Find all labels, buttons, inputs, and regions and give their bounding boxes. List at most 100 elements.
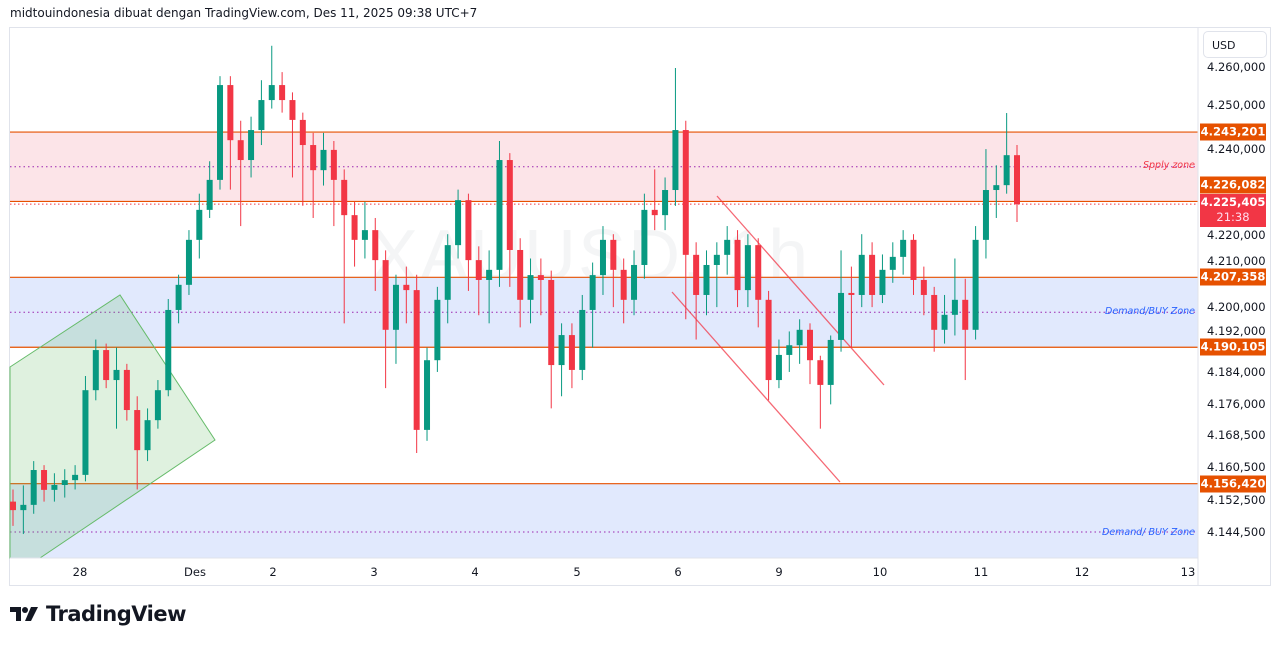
candle xyxy=(962,278,969,381)
candle-body xyxy=(465,200,472,261)
candle-body xyxy=(444,245,451,300)
candle xyxy=(558,323,565,397)
candle-body xyxy=(330,149,337,180)
candle-body xyxy=(982,190,989,240)
candle-body xyxy=(672,130,679,191)
candles-layer xyxy=(10,45,1020,535)
price-tick-label: 4.144,500 xyxy=(1207,525,1266,539)
candle-body xyxy=(910,239,917,280)
candle-body xyxy=(434,299,441,361)
candle xyxy=(165,299,172,397)
candle-body xyxy=(486,269,493,280)
price-tick-label: 4.210,000 xyxy=(1207,253,1266,268)
candle xyxy=(744,234,751,308)
time-label: 6 xyxy=(674,565,682,579)
candle xyxy=(51,473,58,502)
candle xyxy=(537,258,544,316)
candle xyxy=(982,149,989,259)
candle-body xyxy=(993,185,1000,191)
candle-body xyxy=(817,360,824,385)
candle xyxy=(910,234,917,295)
candle xyxy=(82,376,89,482)
candle-body xyxy=(382,260,389,330)
candle-body xyxy=(237,140,244,161)
tradingview-logo[interactable]: TradingView xyxy=(10,602,186,626)
candle xyxy=(299,112,306,206)
candle xyxy=(599,226,606,295)
time-label: 3 xyxy=(370,565,378,579)
candle-body xyxy=(144,420,151,451)
candle-body xyxy=(641,209,648,265)
time-label: 9 xyxy=(775,565,783,579)
candle xyxy=(465,193,472,291)
candle xyxy=(548,270,555,409)
candle-body xyxy=(806,329,813,361)
candle-body xyxy=(351,215,358,240)
candle xyxy=(786,331,793,372)
candle xyxy=(589,262,596,348)
candle xyxy=(879,254,886,304)
candle xyxy=(858,234,865,308)
candle xyxy=(506,153,513,287)
candle-body xyxy=(962,299,969,330)
candle-body xyxy=(848,292,855,295)
candle xyxy=(268,45,275,109)
candle xyxy=(30,461,37,514)
candle xyxy=(610,234,617,308)
candle xyxy=(486,250,493,324)
candle xyxy=(61,469,68,498)
price-tick-label: 4.184,000 xyxy=(1207,364,1266,379)
candle xyxy=(134,396,141,490)
candle xyxy=(10,489,16,526)
candle xyxy=(838,250,845,352)
time-label: 5 xyxy=(573,565,581,579)
candle-body xyxy=(196,209,203,240)
candle-body xyxy=(41,470,48,490)
supply-zone-label: Spply zone xyxy=(1142,160,1195,171)
candle xyxy=(424,347,431,441)
time-label: Des xyxy=(184,565,206,579)
candle xyxy=(931,286,938,352)
demand-zone-2-label: Demand/ BUY Zone xyxy=(1102,527,1195,538)
price-tick-label: 4.152,500 xyxy=(1207,493,1266,508)
candle xyxy=(568,323,575,389)
triangle-pattern-drawing[interactable] xyxy=(9,294,216,559)
channel-upper-trendline[interactable] xyxy=(716,195,885,386)
currency-button[interactable]: USD xyxy=(1203,31,1267,58)
candle xyxy=(123,363,130,421)
candle xyxy=(361,201,368,259)
candle-body xyxy=(496,160,503,270)
time-label: 2 xyxy=(269,565,277,579)
candle xyxy=(941,294,948,344)
candle xyxy=(351,201,358,267)
candle-body xyxy=(134,410,141,451)
candle-body xyxy=(869,254,876,295)
zones-layer xyxy=(10,131,1198,558)
candle xyxy=(310,132,317,218)
candle-body xyxy=(900,239,907,257)
candle-body xyxy=(30,470,37,505)
candle-body xyxy=(879,269,886,295)
candle-body xyxy=(693,254,700,295)
candle-body xyxy=(10,501,16,511)
candle-body xyxy=(1003,155,1010,186)
candle xyxy=(72,465,79,490)
candle xyxy=(869,242,876,308)
candle xyxy=(185,230,192,295)
candle-body xyxy=(765,299,772,381)
candle-body xyxy=(289,100,296,120)
candle xyxy=(413,274,420,453)
candle xyxy=(693,242,700,340)
channel-lower-trendline[interactable] xyxy=(671,291,841,483)
candle xyxy=(900,230,907,275)
candle-body xyxy=(527,275,534,300)
candle xyxy=(103,343,110,389)
candle-body xyxy=(372,230,379,261)
candle-body xyxy=(579,309,586,370)
candle xyxy=(444,234,451,324)
candle xyxy=(372,217,379,291)
candle xyxy=(579,294,586,381)
candle-body xyxy=(310,145,317,171)
candle-body xyxy=(51,485,58,490)
